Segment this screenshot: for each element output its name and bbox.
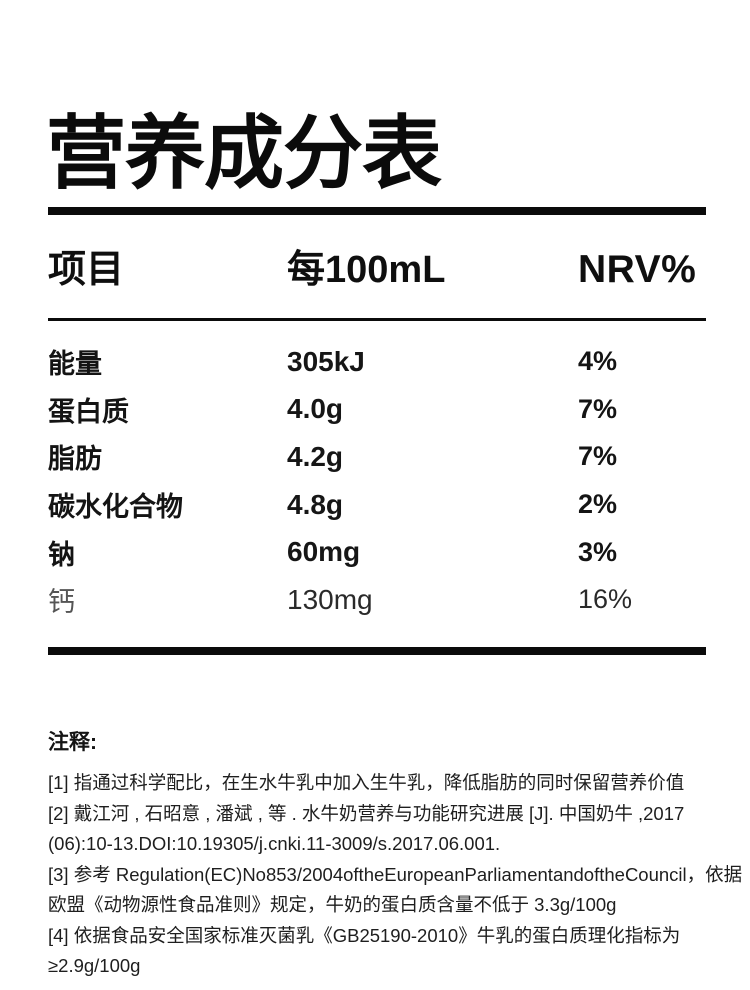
row-value: 4.0g [287, 393, 344, 425]
row-nrv: 16% [578, 584, 633, 615]
table-rule-bottom [48, 647, 706, 655]
table-row-energy: 能量 305kJ 4% [48, 338, 706, 386]
row-value: 4.2g [287, 440, 344, 472]
column-header-per-100ml: 每100mL [287, 249, 446, 291]
row-label: 蛋白质 [48, 396, 129, 427]
table-row-fat: 脂肪 4.2g 7% [48, 433, 706, 481]
row-nrv: 3% [578, 536, 618, 567]
row-value: 305kJ [287, 345, 365, 377]
note-item-2: [2] 戴江河 , 石昭意 , 潘斌 , 等 . 水牛奶营养与功能研究进展 [J… [48, 802, 685, 855]
row-value: 130mg [287, 583, 373, 615]
column-header-nrv: NRV% [578, 248, 697, 291]
table-rule-top [48, 207, 706, 215]
nutrition-title: 营养成分表 [46, 108, 442, 198]
row-label: 钠 [48, 539, 75, 570]
row-nrv: 2% [578, 489, 618, 520]
note-item-4: [4] 依据食品安全国家标准灭菌乳《GB25190-2010》牛乳的蛋白质理化指… [48, 924, 681, 977]
notes-heading: 注释: [48, 731, 97, 754]
column-header-item: 项目 [48, 249, 125, 291]
nutrition-table: 能量 305kJ 4% 蛋白质 4.0g 7% 脂肪 4.2g 7% 碳水化合物… [48, 321, 706, 624]
row-nrv: 7% [578, 441, 618, 472]
row-label: 脂肪 [48, 444, 102, 475]
row-value: 4.8g [287, 488, 344, 520]
table-row-calcium: 钙 130mg 16% [48, 576, 706, 624]
table-rule-header-divider [48, 318, 706, 321]
note-item-3: [3] 参考 Regulation(EC)No853/2004oftheEuro… [48, 863, 743, 916]
row-label: 能量 [48, 349, 102, 380]
note-item-1: [1] 指通过科学配比，在生水牛乳中加入生牛乳，降低脂肪的同时保留营养价值 [48, 772, 685, 793]
table-row-carbohydrate: 碳水化合物 4.8g 2% [48, 481, 706, 529]
table-row-protein: 蛋白质 4.0g 7% [48, 386, 706, 434]
row-nrv: 4% [578, 346, 618, 377]
notes-section: 注释: [1] 指通过科学配比，在生水牛乳中加入生牛乳，降低脂肪的同时保留营养价… [48, 730, 744, 982]
table-header-row: 项目 每100mL NRV% [48, 246, 706, 294]
row-value: 60mg [287, 536, 361, 568]
table-row-sodium: 钠 60mg 3% [48, 528, 706, 576]
row-label: 钙 [48, 587, 75, 618]
row-label: 碳水化合物 [48, 492, 183, 523]
row-nrv: 7% [578, 393, 618, 424]
